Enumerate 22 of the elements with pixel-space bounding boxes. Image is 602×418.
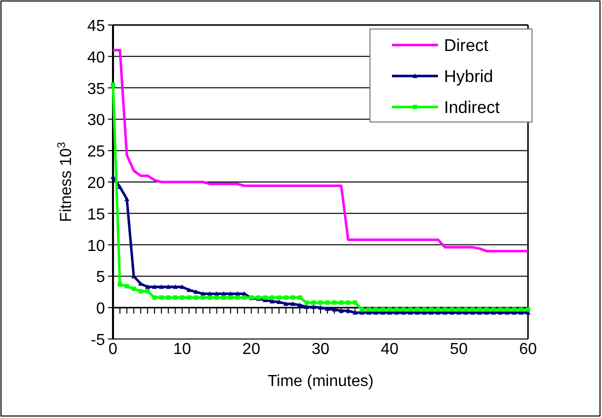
- y-tick-label: 10: [87, 238, 106, 255]
- x-tick-label: 0: [108, 341, 118, 358]
- y-tick-label: 0: [96, 300, 106, 318]
- y-tick-label: -5: [90, 332, 106, 349]
- y-tick-label: 40: [87, 49, 106, 66]
- x-tick-label: 20: [242, 341, 260, 358]
- x-tick-label: 30: [312, 341, 330, 358]
- legend-label: Hybrid: [444, 67, 494, 86]
- y-tick-label: 20: [87, 175, 106, 192]
- x-tick-label: 40: [380, 341, 399, 358]
- legend-label: Direct: [444, 36, 489, 55]
- y-tick-label: 35: [87, 80, 106, 98]
- x-tick-label: 10: [173, 341, 192, 358]
- y-tick-label: 45: [87, 18, 106, 35]
- x-tick-label: 50: [450, 341, 468, 358]
- x-tick-label: 60: [519, 341, 537, 358]
- y-tick-label: 15: [87, 206, 106, 224]
- y-tick-label: 5: [96, 269, 106, 286]
- y-tick-label: 30: [87, 112, 106, 130]
- x-axis-title: Time (minutes): [267, 373, 374, 390]
- legend-label: Indirect: [444, 98, 500, 117]
- y-tick-label: 25: [87, 144, 106, 161]
